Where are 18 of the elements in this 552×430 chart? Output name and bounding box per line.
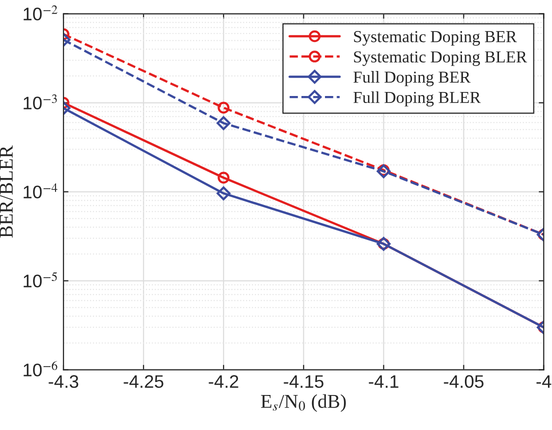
legend-label: Full Doping BLER: [353, 91, 481, 106]
x-tick-label: -4.25: [124, 375, 164, 388]
y-tick-label: 10$^{−5}$: [24, 272, 57, 288]
x-tick-label: -4.05: [444, 375, 484, 388]
x-tick-label: -4.2: [208, 375, 238, 388]
y-tick-label: 10$^{−2}$: [24, 5, 58, 20]
y-axis-title: BER/BLER: [0, 145, 13, 238]
legend-label: Full Doping BER: [353, 71, 471, 86]
x-axis-title: E$_{s}$/N$_{0}$ (dB): [260, 394, 346, 412]
x-tick-label: -4.1: [368, 375, 398, 388]
x-tick-label: -4.15: [284, 375, 324, 388]
y-tick-label: 10$^{−4}$: [24, 183, 58, 198]
y-tick-label: 10$^{−3}$: [24, 94, 57, 110]
x-tick-label: -4: [536, 375, 552, 388]
legend-label: Systematic Doping BLER: [354, 51, 528, 66]
x-tick-label: -4.3: [48, 375, 78, 388]
legend-label: Systematic Doping BER: [354, 31, 517, 46]
y-tick-label: 10$^{−6}$: [24, 361, 58, 376]
